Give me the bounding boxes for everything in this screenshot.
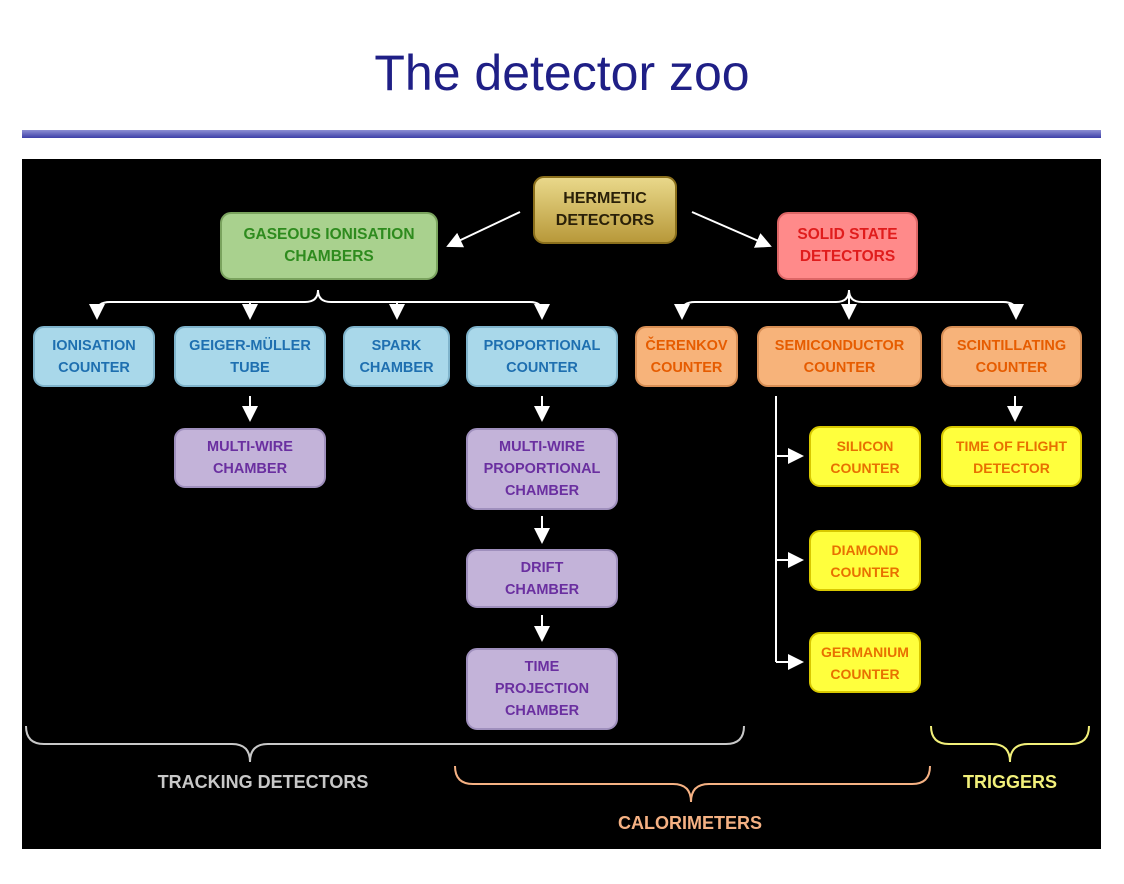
node-gaseous-ionisation-chambers: GASEOUS IONISATION CHAMBERS [220,212,438,280]
node-cerenkov-counter: ČERENKOV COUNTER [635,326,738,387]
node-spark-chamber: SPARK CHAMBER [343,326,450,387]
node-multi-wire-proportional-chamber: MULTI-WIRE PROPORTIONAL CHAMBER [466,428,618,510]
category-tracking-detectors: TRACKING DETECTORS [157,772,369,792]
triggers-brace [930,725,1090,763]
node-silicon-counter: SILICON COUNTER [809,426,921,487]
node-semiconductor-counter: SEMICONDUCTOR COUNTER [757,326,922,387]
node-multi-wire-chamber: MULTI-WIRE CHAMBER [174,428,326,488]
page-title: The detector zoo [374,45,750,101]
node-time-of-flight-detector: TIME OF FLIGHT DETECTOR [941,426,1082,487]
title-divider [22,130,1101,138]
node-ionisation-counter: IONISATION COUNTER [33,326,155,387]
node-solid-state-detectors: SOLID STATE DETECTORS [777,212,918,280]
node-germanium-counter: GERMANIUM COUNTER [809,632,921,693]
node-hermetic-detectors: HERMETIC DETECTORS [533,176,677,244]
node-scintillating-counter: SCINTILLATING COUNTER [941,326,1082,387]
calorimeters-brace [454,765,931,803]
node-geiger-muller-tube: GEIGER-MÜLLER TUBE [174,326,326,387]
node-drift-chamber: DRIFT CHAMBER [466,549,618,608]
node-proportional-counter: PROPORTIONAL COUNTER [466,326,618,387]
tracking-brace [25,725,745,763]
category-calorimeters: CALORIMETERS [618,813,762,833]
node-time-projection-chamber: TIME PROJECTION CHAMBER [466,648,618,730]
node-diamond-counter: DIAMOND COUNTER [809,530,921,591]
category-triggers: TRIGGERS [962,772,1057,792]
